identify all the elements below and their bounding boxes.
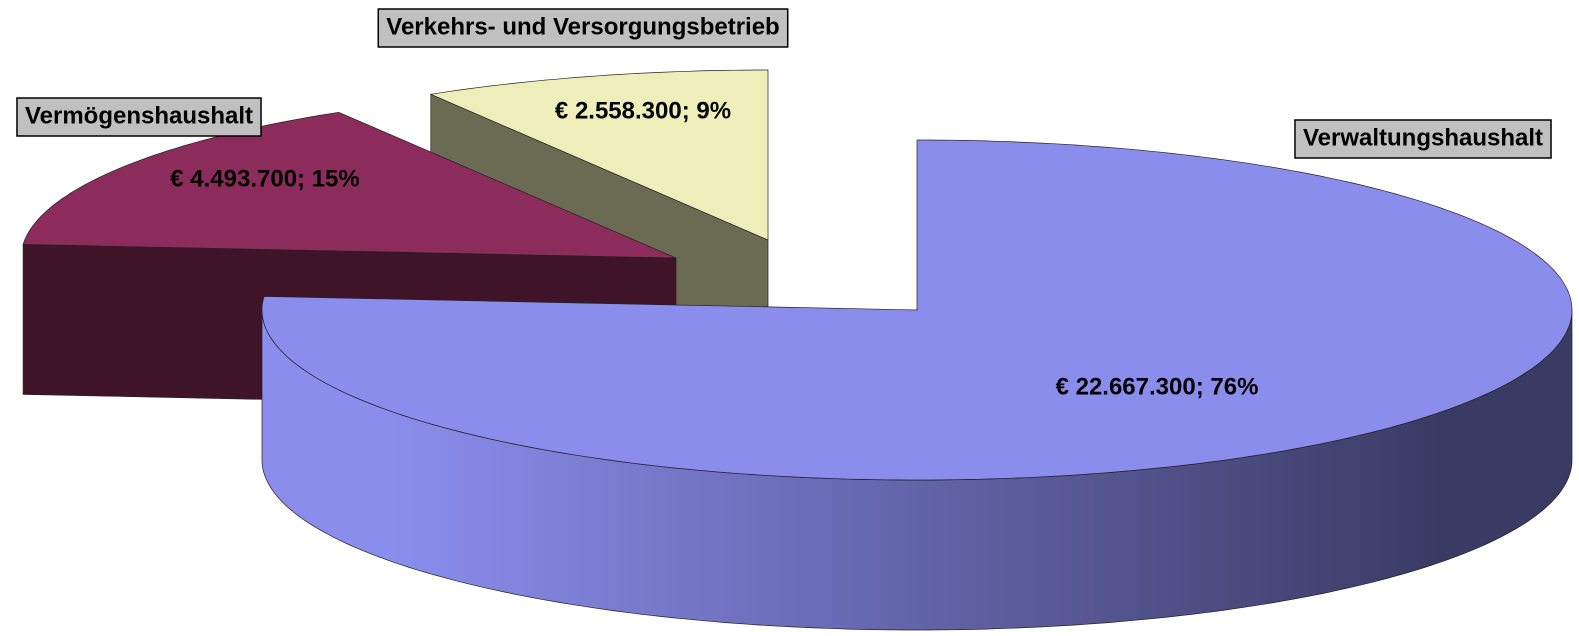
value-label: € 2.558.300; 9%: [555, 97, 731, 124]
value-label: € 22.667.300; 76%: [1056, 373, 1259, 400]
category-label-box: [16, 97, 262, 137]
category-label: Vermögenshaushalt: [25, 102, 253, 129]
slice-top: [261, 139, 1573, 481]
category-label: Verwaltungshaushalt: [1303, 124, 1543, 151]
pie-slice: [261, 139, 1573, 631]
category-label-box: [1294, 119, 1552, 159]
slice-top: [429, 69, 769, 241]
category-label-box: [377, 8, 789, 48]
category-label: Verkehrs- und Versorgungsbetrieb: [386, 13, 779, 40]
value-label: € 4.493.700; 15%: [170, 165, 359, 192]
